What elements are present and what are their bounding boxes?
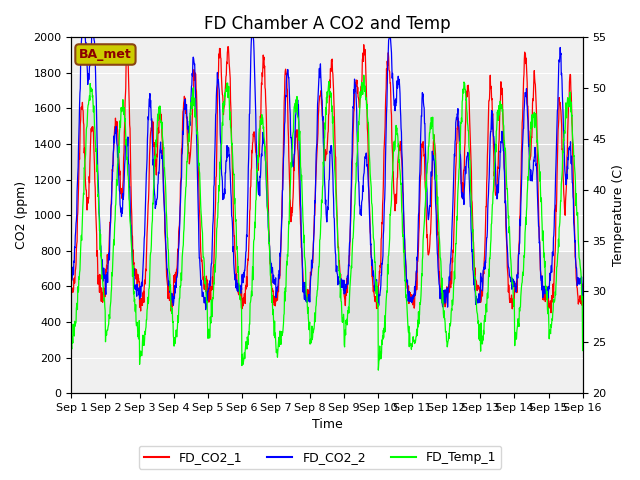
Bar [72, 180, 582, 251]
X-axis label: Time: Time [312, 419, 342, 432]
Y-axis label: CO2 (ppm): CO2 (ppm) [15, 181, 28, 249]
Text: BA_met: BA_met [79, 48, 132, 61]
Legend: FD_CO2_1, FD_CO2_2, FD_Temp_1: FD_CO2_1, FD_CO2_2, FD_Temp_1 [139, 446, 501, 469]
Bar [72, 37, 582, 108]
Bar [72, 322, 582, 393]
Y-axis label: Temperature (C): Temperature (C) [612, 164, 625, 266]
Title: FD Chamber A CO2 and Temp: FD Chamber A CO2 and Temp [204, 15, 451, 33]
Bar [72, 108, 582, 180]
Bar [72, 251, 582, 322]
